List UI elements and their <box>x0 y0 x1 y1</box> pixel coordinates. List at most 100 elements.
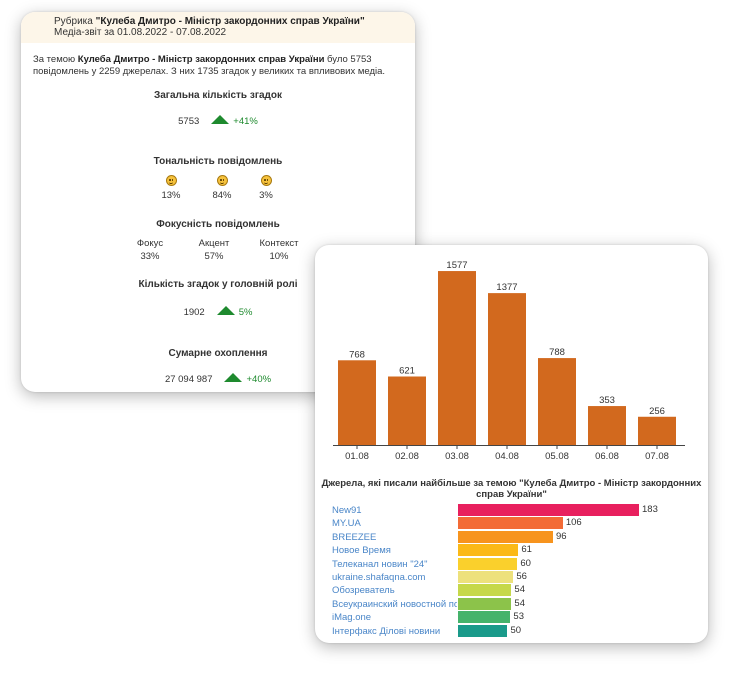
source-value: 53 <box>513 611 524 623</box>
focus-accent-value: 57% <box>204 251 224 262</box>
total-mentions-row: 5753 +41% <box>21 115 415 127</box>
x-tick-label: 04.08 <box>495 451 519 462</box>
source-link[interactable]: ukraine.shafaqna.com <box>332 572 426 583</box>
positive-smiley-icon <box>165 175 177 186</box>
source-bar <box>458 624 508 637</box>
source-bar <box>458 571 514 583</box>
focus-focus: Фокус 33% <box>120 237 180 263</box>
source-link[interactable]: BREEZEE <box>332 531 377 543</box>
rubric-topic: "Кулеба Дмитро - Міністр закордонних спр… <box>95 16 365 27</box>
source-row: iMag.one 53 <box>315 611 708 624</box>
tonality-neutral: 84% <box>202 175 242 201</box>
source-bar <box>458 597 512 610</box>
source-value: 56 <box>516 571 527 582</box>
source-link[interactable]: Телеканал новин "24" <box>332 558 428 570</box>
source-link[interactable]: iMag.one <box>332 612 372 624</box>
reach-value: 27 094 987 <box>164 374 213 385</box>
x-tick-label: 06.08 <box>595 451 619 462</box>
main-role-title: Кількість згадок у головній ролі <box>138 279 298 290</box>
bar-value-label: 768 <box>349 349 365 360</box>
source-row: Інтерфакс Ділові новини 50 <box>315 624 708 638</box>
focus-context-label: Контекст <box>259 238 299 249</box>
trend-up-icon <box>224 373 243 382</box>
tonality-title: Тональність повідомлень <box>153 156 283 167</box>
source-value: 106 <box>565 517 582 529</box>
source-row: BREEZEE 96 <box>315 530 708 544</box>
main-role-value: 1902 <box>183 307 205 318</box>
charts-card: 768 01.08 621 02.08 1577 03.08 1377 04.08 788 05.… <box>315 245 708 643</box>
source-link[interactable]: Обозреватель <box>332 585 395 597</box>
source-bar <box>458 611 511 624</box>
source-value: 50 <box>510 624 522 636</box>
rubric-prefix: Рубрика <box>54 16 96 27</box>
main-role-row: 1902 5% <box>21 306 415 318</box>
rubric-header: Рубрика "Кулеба Дмитро - Міністр закордо… <box>21 12 415 43</box>
source-row: Новое Время 61 <box>315 544 708 557</box>
bar-02.08 <box>388 376 426 445</box>
bar-01.08 <box>338 360 376 445</box>
negative-smiley-icon <box>260 175 272 186</box>
x-tick-label: 07.08 <box>645 451 669 462</box>
source-value: 54 <box>514 584 525 596</box>
source-row: ukraine.shafaqna.com 56 <box>315 571 708 584</box>
sources-chart-title: Джерела, які писали найбільше за темою "… <box>321 478 702 500</box>
source-row: Всеукраинский новостной пор 54 <box>315 597 708 611</box>
media-report-card: Рубрика "Кулеба Дмитро - Міністр закордо… <box>21 12 415 392</box>
source-value: 96 <box>555 530 567 542</box>
source-link[interactable]: Всеукраинский новостной пор <box>332 598 457 610</box>
source-bar <box>458 504 639 516</box>
source-bar <box>458 544 519 557</box>
source-bar <box>458 530 553 543</box>
reach-row: 27 094 987 +40% <box>21 373 415 385</box>
source-link[interactable]: New91 <box>332 505 362 516</box>
source-value: 183 <box>642 504 658 515</box>
focus-focus-label: Фокус <box>136 238 164 249</box>
tonality-negative-value: 3% <box>259 190 273 201</box>
source-link[interactable]: MY.UA <box>332 518 361 530</box>
source-row: New91 183 <box>315 504 708 517</box>
bar-05.08 <box>538 358 576 445</box>
total-mentions-delta: +41% <box>233 116 258 127</box>
bar-value-label: 1377 <box>496 282 517 293</box>
bar-07.08 <box>638 416 676 445</box>
bar-value-label: 621 <box>399 366 415 377</box>
source-row: Обозреватель 54 <box>315 584 708 597</box>
neutral-smiley-icon <box>216 175 228 186</box>
source-bar <box>458 557 518 570</box>
x-tick-label: 03.08 <box>445 451 469 462</box>
bar-value-label: 256 <box>649 406 665 417</box>
reach-title: Сумарне охоплення <box>168 348 268 359</box>
trend-up-icon <box>216 306 235 315</box>
source-link[interactable]: Новое Время <box>332 545 391 557</box>
total-mentions-value: 5753 <box>178 116 200 127</box>
tonality-positive-value: 13% <box>161 190 181 201</box>
trend-up-icon <box>211 115 230 124</box>
x-tick-label: 01.08 <box>345 451 369 462</box>
bar-04.08 <box>488 293 526 445</box>
main-role-delta: 5% <box>238 307 253 318</box>
tonality-positive: 13% <box>151 175 191 201</box>
bar-value-label: 353 <box>599 395 615 406</box>
bar-06.08 <box>588 406 626 445</box>
bar-value-label: 1577 <box>446 260 467 271</box>
source-link[interactable]: Інтерфакс Ділові новини <box>332 625 441 637</box>
reach-delta: +40% <box>246 374 272 385</box>
source-bar <box>458 584 512 597</box>
total-mentions-title: Загальна кількість згадок <box>153 90 283 101</box>
intro-topic: Кулеба Дмитро - Міністр закордонних спра… <box>77 54 325 65</box>
source-value: 60 <box>520 557 531 569</box>
source-bar <box>458 517 563 530</box>
focus-focus-value: 33% <box>140 251 160 262</box>
focus-title: Фокусність повідомлень <box>156 219 280 230</box>
focus-context: Контекст 10% <box>249 237 309 263</box>
report-period: Медіа-звіт за 01.08.2022 - 07.08.2022 <box>54 27 227 38</box>
tonality-negative: 3% <box>246 175 286 201</box>
tonality-neutral-value: 84% <box>212 190 232 201</box>
daily-mentions-chart: 768 01.08 621 02.08 1577 03.08 1377 04.08 788 05.… <box>333 260 685 462</box>
x-tick-label: 02.08 <box>395 451 419 462</box>
focus-accent: Акцент 57% <box>184 237 244 263</box>
source-value: 54 <box>514 597 525 609</box>
bar-03.08 <box>438 271 476 445</box>
source-row: MY.UA 106 <box>315 517 708 530</box>
x-tick-label: 05.08 <box>545 451 569 462</box>
